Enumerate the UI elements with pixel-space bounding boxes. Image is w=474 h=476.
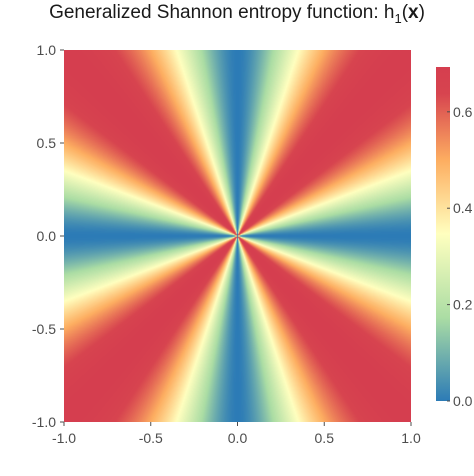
x-tick-label: -1.0	[52, 430, 76, 446]
y-tick-label: -1.0	[32, 414, 56, 430]
colorbar-tick-label: 0.6	[453, 104, 473, 120]
x-axis-ticks: -1.0 -0.5 0.0 0.5 1.0	[52, 422, 421, 446]
chart-title: Generalized Shannon entropy function: h1…	[0, 2, 474, 26]
x-tick-label: 0.0	[228, 430, 248, 446]
y-tick-label: 0.0	[37, 228, 57, 244]
chart-title-open: (	[401, 2, 409, 23]
colorbar-tick-label: 0.4	[453, 200, 473, 216]
y-tick-label: 1.0	[37, 42, 57, 58]
x-tick-label: -0.5	[139, 430, 163, 446]
chart-title-subscript: 1	[394, 10, 402, 26]
x-tick-label: 0.5	[315, 430, 335, 446]
chart-title-text: Generalized Shannon entropy function: h	[49, 2, 395, 23]
colorbar	[436, 67, 450, 401]
x-tick-label: 1.0	[401, 430, 421, 446]
y-tick-label: -0.5	[32, 321, 56, 337]
colorbar-tick-label: 0.0	[453, 393, 473, 409]
colorbar-tick-label: 0.2	[453, 297, 473, 313]
y-axis-ticks: -1.0 -0.5 0.0 0.5 1.0	[32, 42, 64, 430]
y-tick-label: 0.5	[37, 135, 57, 151]
chart-title-bold: x	[408, 2, 419, 23]
colorbar-ticks: 0.0 0.2 0.4 0.6	[447, 104, 473, 409]
chart-title-close: )	[418, 2, 425, 23]
heatmap-surface	[64, 50, 411, 422]
